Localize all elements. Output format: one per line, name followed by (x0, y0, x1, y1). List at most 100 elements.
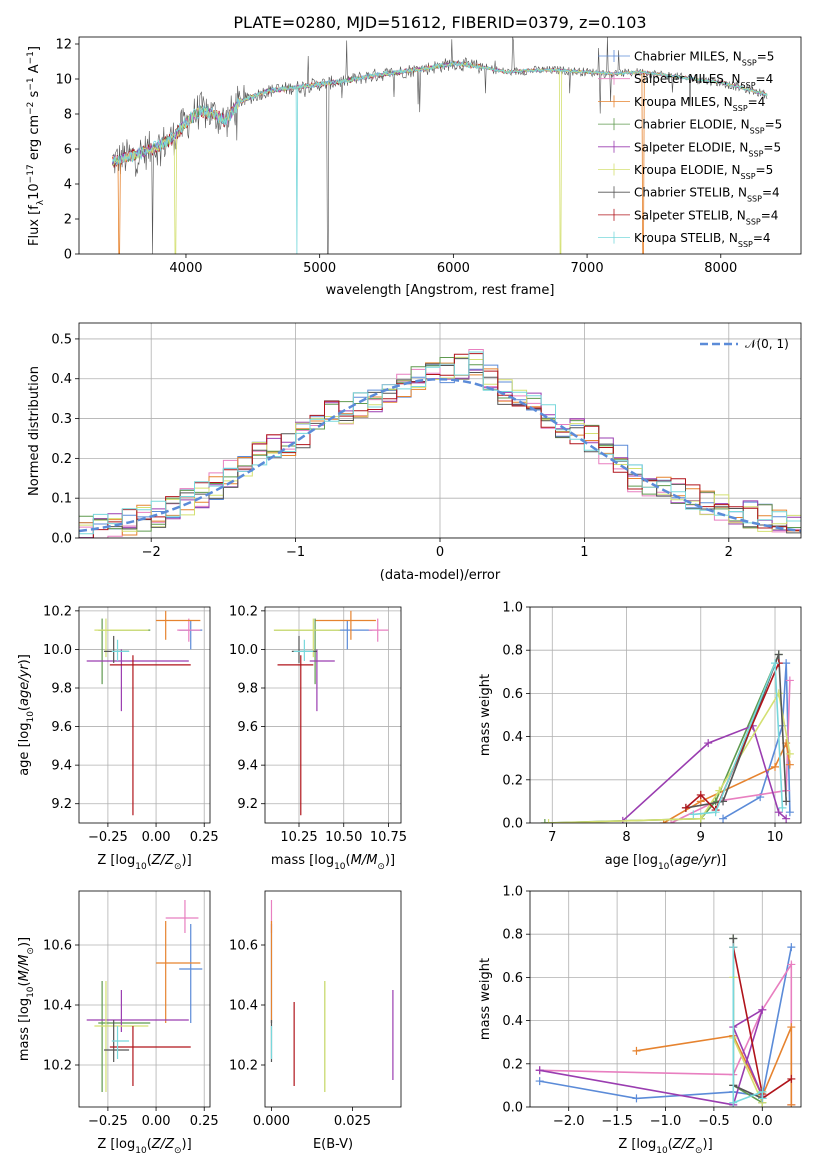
figure-title: PLATE=0280, MJD=51612, FIBERID=0379, z=0… (233, 13, 646, 32)
y-tick-label: 10.2 (43, 604, 72, 619)
weight-marker (540, 819, 549, 823)
weight-marker (535, 1077, 544, 1086)
panel-residuals: −2 −1 0 1 2 0.0 0.1 0.2 0.3 0.4 0.5 𝒩(0, 1) (data-mo… (27, 322, 802, 583)
y-tick-label: 0.0 (502, 1101, 523, 1116)
y-tick-label: 0.3 (51, 412, 72, 427)
hist-step-kroupa-stelib (79, 351, 801, 535)
weight-marker (785, 676, 794, 685)
x-tick-label: 0 (436, 545, 444, 560)
panel-mass-vs-Z: −0.25 0.00 0.25 10.2 10.4 10.6 Z [log10(Z/Z⊙)]… (17, 890, 219, 1156)
panel-massweight-vs-Z: −2.0 −1.5 −1.0 −0.5 0.0 0.0 0.2 0.4 0.6 0.8 1.0 Z [… (478, 885, 802, 1156)
legend-label: Salpeter STELIB, NSSP=4 (634, 208, 778, 226)
legend-label: Salpeter MILES, NSSP=4 (634, 72, 773, 90)
legend-label: Chabrier MILES, NSSP=5 (634, 50, 774, 68)
x-tick-label: 10.50 (325, 830, 362, 845)
normal-curve (79, 377, 801, 533)
y-tick-label: 0.4 (502, 730, 523, 745)
weight-marker (787, 943, 796, 952)
y-tick-label: 9.4 (237, 759, 258, 774)
x-axis-label: wavelength [Angstrom, rest frame] (326, 283, 555, 298)
weight-marker (681, 803, 690, 812)
x-tick-label: 0.25 (190, 1114, 219, 1129)
y-tick-label: 8 (64, 108, 72, 123)
x-axis-label: E(B-V) (313, 1137, 353, 1152)
weight-marker (696, 814, 705, 823)
x-tick-label: 4000 (169, 261, 202, 276)
y-tick-label: 9.6 (51, 720, 72, 735)
axis-label: Flux [fλ10−17 erg cm−2 s−1 A−1] (26, 46, 46, 246)
y-tick-label: 0.1 (51, 492, 72, 507)
y-tick-label: 0.5 (51, 332, 72, 347)
weight-marker (632, 1094, 641, 1103)
plot-area (79, 323, 801, 538)
weight-marker (729, 934, 738, 943)
weight-marker (632, 1046, 641, 1055)
axes-frame (529, 890, 802, 1108)
weight-marker (782, 659, 791, 668)
plot-area (265, 607, 401, 823)
weight-marker (785, 760, 794, 769)
weight-marker (544, 819, 553, 823)
plot-area (79, 891, 210, 1107)
y-tick-label: 12 (55, 38, 72, 53)
weight-marker (787, 960, 796, 969)
y-axis-label: mass weight (478, 674, 493, 756)
weight-line-salpeter-stelib (685, 662, 780, 812)
weight-marker (771, 762, 780, 771)
x-tick-label: −0.25 (88, 1114, 128, 1129)
x-tick-label: 10 (767, 830, 784, 845)
x-tick-label: −2 (142, 545, 161, 560)
y-tick-label: 10.6 (229, 939, 258, 954)
y-axis-label: mass weight (478, 958, 493, 1040)
weight-marker (758, 1094, 767, 1103)
y-tick-label: 4 (64, 178, 72, 193)
axes-frame (529, 606, 802, 824)
y-tick-label: 0.8 (502, 644, 523, 659)
weight-marker (787, 1074, 796, 1083)
axes-frame (78, 890, 211, 1108)
legend-label: Salpeter ELODIE, NSSP=5 (634, 140, 781, 158)
axis-label: Z [log10(Z/Z⊙)] (618, 1137, 712, 1156)
axis-label: age [log10(age/yr)] (17, 654, 36, 776)
x-tick-label: 0.25 (190, 830, 219, 845)
plot-area (530, 607, 801, 823)
y-tick-label: 9.6 (237, 720, 258, 735)
y-tick-label: 0.4 (51, 372, 72, 387)
legend-label: Kroupa MILES, NSSP=4 (634, 95, 765, 113)
panel-spectrum: 4000 5000 6000 7000 8000 0 2 4 6 8 10 12 Chabrier MI… (26, 36, 802, 298)
weight-marker (774, 808, 783, 817)
x-tick-label: 10.25 (280, 830, 317, 845)
y-tick-label: 10.2 (229, 604, 258, 619)
axes-frame (78, 606, 211, 824)
y-tick-label: 9.2 (237, 797, 258, 812)
weight-marker (729, 943, 738, 952)
legend-label: 𝒩(0, 1) (745, 337, 789, 351)
y-tick-label: 10.0 (43, 643, 72, 658)
weight-marker (689, 810, 698, 819)
x-axis-label: (data-model)/error (380, 568, 501, 583)
y-tick-label: 10 (55, 73, 72, 88)
weight-marker (785, 749, 794, 758)
plot-area (270, 900, 394, 1092)
y-tick-label: 10.0 (229, 643, 258, 658)
x-tick-label: 2 (725, 545, 733, 560)
weight-marker (787, 1023, 796, 1032)
y-tick-label: 10.2 (229, 1059, 258, 1074)
spectrum-line-kroupa-elodie (112, 61, 768, 254)
axes-frame (264, 606, 402, 824)
plot-area (112, 37, 768, 254)
y-tick-label: 1.0 (502, 885, 523, 900)
weight-marker (785, 808, 794, 817)
weight-marker (774, 650, 783, 659)
weight-marker (782, 797, 791, 806)
legend-label: Kroupa STELIB, NSSP=4 (634, 231, 771, 249)
x-tick-label: 7 (548, 830, 556, 845)
y-tick-label: 10.2 (43, 1059, 72, 1074)
x-tick-label: 10.75 (370, 830, 407, 845)
y-tick-label: 2 (64, 213, 72, 228)
y-tick-label: 0.4 (502, 1014, 523, 1029)
hist-step-salpeter-miles (79, 349, 801, 538)
legend-label: Chabrier STELIB, NSSP=4 (634, 186, 780, 204)
weight-marker (696, 790, 705, 799)
axes-frame (78, 36, 802, 255)
